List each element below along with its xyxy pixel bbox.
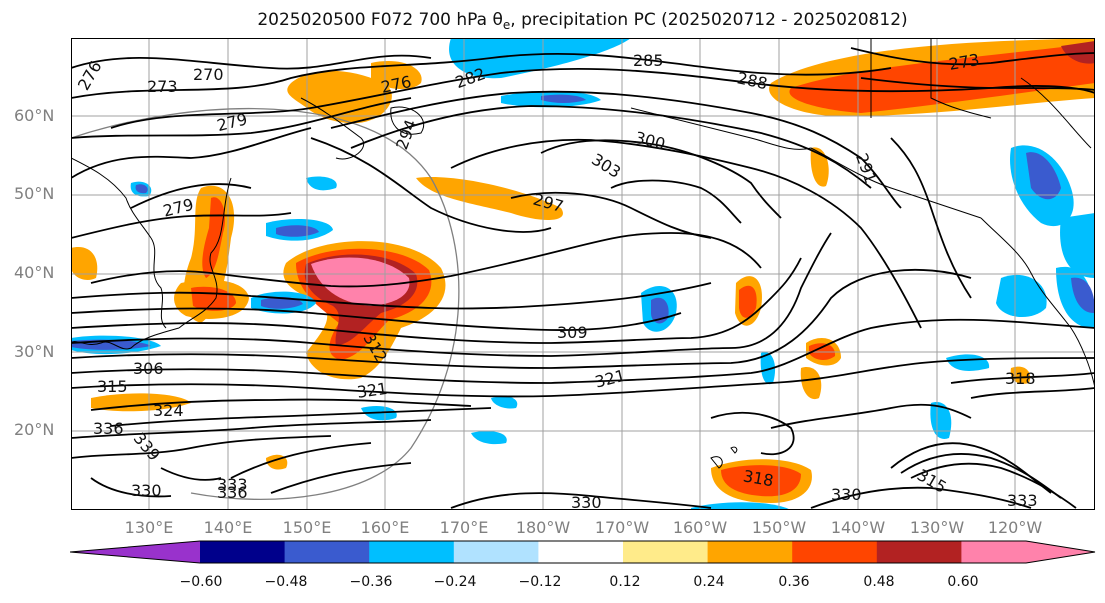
coastlines (71, 38, 1095, 469)
colorbar-tick-label: −0.12 (518, 574, 562, 590)
contour-label: 321 (356, 379, 389, 402)
contour-label: 330 (571, 493, 602, 510)
contour-label: 324 (153, 401, 184, 420)
lon-label: 170°E (439, 518, 489, 537)
colorbar-tick-label: 0.12 (609, 574, 641, 590)
contour-label: 336 (93, 419, 124, 438)
colorbar-segment (961, 541, 1026, 563)
contour-label: 273 (147, 77, 178, 96)
contour-label: 315 (97, 377, 128, 396)
colorbar-tick-label: 0.36 (778, 574, 810, 590)
lat-label: 50°N (14, 184, 55, 203)
lon-label: 140°W (830, 518, 886, 537)
colorbar-tick-label: −0.24 (433, 574, 477, 590)
colorbar-extend-low (70, 541, 200, 563)
colorbar (70, 540, 1096, 564)
colorbar-tick-label: 0.60 (947, 574, 979, 590)
colorbar-segment (284, 541, 370, 563)
colorbar-segment (369, 541, 455, 563)
contour-label: 318 (1005, 369, 1036, 388)
colorbar-segment (876, 541, 962, 563)
contour-label: 306 (133, 359, 164, 378)
contour-label: 330 (831, 485, 862, 504)
lon-label: 120°W (987, 518, 1043, 537)
lon-label: 150°E (282, 518, 332, 537)
map-title: 2025020500 F072 700 hPa θe, precipitatio… (257, 10, 908, 32)
map-panel: 276 273 270 276 282 285 288 273 279 294 … (71, 38, 1095, 510)
colorbar-tick-label: −0.48 (264, 574, 308, 590)
lon-label: 130°E (124, 518, 174, 537)
lon-label: 160°E (360, 518, 410, 537)
colorbar-segment (453, 541, 539, 563)
colorbar-tick-label: 0.24 (693, 574, 725, 590)
colorbar-tick-label: −0.60 (179, 574, 223, 590)
lon-label: 170°W (594, 518, 650, 537)
contour-label: 285 (633, 51, 664, 70)
contour-label: 270 (193, 65, 224, 84)
contour-label: 309 (557, 323, 588, 342)
lat-label: 30°N (14, 342, 55, 361)
lat-label: 60°N (14, 106, 55, 125)
colorbar-extend-high (1026, 541, 1095, 563)
colorbar-segment (792, 541, 878, 563)
lon-label: 180°W (515, 518, 571, 537)
colorbar-segment (623, 541, 709, 563)
range-circle (71, 107, 460, 500)
lon-label: 160°W (672, 518, 728, 537)
theta-e-contours (71, 47, 1095, 509)
contour-label: 330 (131, 481, 162, 500)
contour-label: 333 (217, 475, 248, 494)
lat-label: 20°N (14, 420, 55, 439)
lon-label: 140°E (203, 518, 253, 537)
contour-label: 333 (1007, 491, 1038, 510)
lon-label: 130°W (909, 518, 965, 537)
colorbar-tick-label: 0.48 (863, 574, 895, 590)
lat-label: 40°N (14, 263, 55, 282)
lon-label: 150°W (751, 518, 807, 537)
colorbar-segment (538, 541, 624, 563)
colorbar-segment (707, 541, 793, 563)
contour-label: 336 (217, 483, 248, 502)
colorbar-tick-label: −0.36 (349, 574, 393, 590)
colorbar-segment (200, 541, 286, 563)
